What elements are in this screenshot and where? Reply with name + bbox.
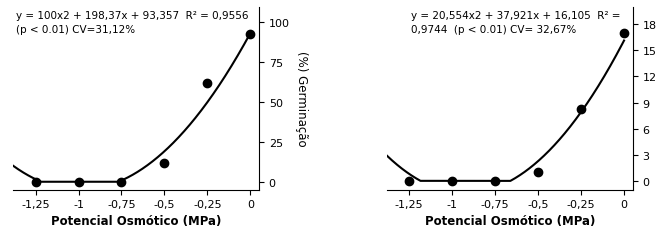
Y-axis label: (%) Germinação: (%) Germinação xyxy=(295,51,308,146)
X-axis label: Potencial Osmótico (MPa): Potencial Osmótico (MPa) xyxy=(424,214,595,227)
Text: y = 20,554x2 + 37,921x + 16,105  R² =
0,9744  (p < 0.01) CV= 32,67%: y = 20,554x2 + 37,921x + 16,105 R² = 0,9… xyxy=(411,11,621,35)
Text: y = 100x2 + 198,37x + 93,357  R² = 0,9556
(p < 0.01) CV=31,12%: y = 100x2 + 198,37x + 93,357 R² = 0,9556… xyxy=(16,11,248,35)
X-axis label: Potencial Osmótico (MPa): Potencial Osmótico (MPa) xyxy=(51,214,221,227)
